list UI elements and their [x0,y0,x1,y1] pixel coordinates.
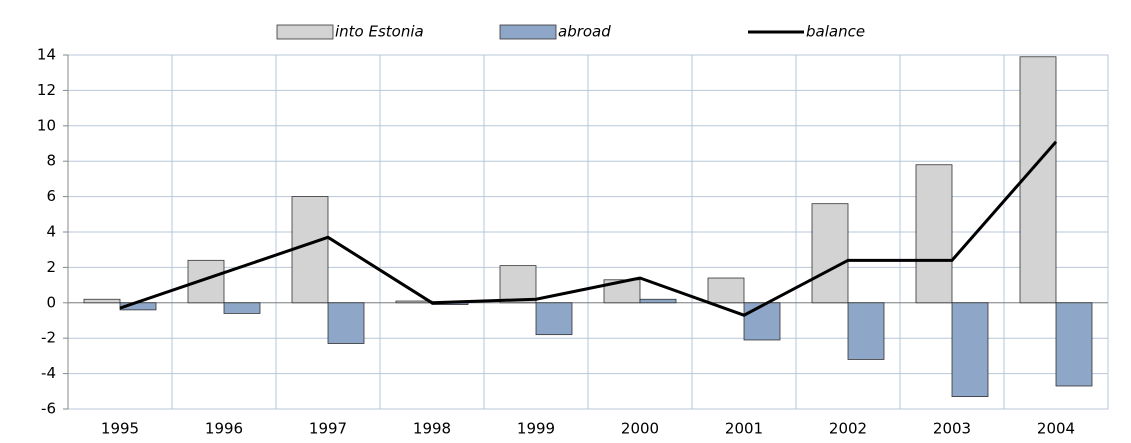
x-tick-label: 1995 [101,420,139,438]
bar [639,298,677,304]
x-tick-label: 1998 [413,420,451,438]
bar [223,302,261,314]
bar [915,164,953,304]
bar [743,302,781,341]
legend-swatch [499,24,557,40]
bar [499,265,537,304]
y-tick-label: 2 [46,258,56,276]
bar [1019,56,1057,304]
bar [83,298,121,304]
legend-label: abroad [558,23,611,41]
bar [603,279,641,304]
bar [291,196,329,304]
bar [1055,302,1093,387]
legend-swatch [276,24,334,40]
y-tick-label: 8 [46,152,56,170]
bar [847,302,885,360]
x-tick-label: 1997 [309,420,347,438]
y-tick-label: -2 [41,329,56,347]
y-tick-label: 4 [46,223,56,241]
line [119,140,1058,317]
y-tick-label: 14 [37,46,56,64]
bar [951,302,989,398]
bar [395,300,433,304]
bar [707,277,745,304]
x-tick-label: 2003 [933,420,971,438]
bar [535,302,573,336]
x-tick-label: 2000 [621,420,659,438]
x-tick-label: 2002 [829,420,867,438]
bar [327,302,365,344]
y-tick-label: 6 [46,187,56,205]
y-tick-label: 10 [37,116,56,134]
bar [811,203,849,304]
x-tick-label: 1999 [517,420,555,438]
x-tick-label: 2001 [725,420,763,438]
legend-label: balance [806,23,865,41]
y-tick-label: -6 [41,400,56,418]
x-tick-label: 2004 [1037,420,1075,438]
y-tick-label: -4 [41,364,56,382]
x-tick-label: 1996 [205,420,243,438]
legend-label: into Estonia [335,23,424,41]
y-tick-label: 12 [37,81,56,99]
y-tick-label: 0 [46,293,56,311]
